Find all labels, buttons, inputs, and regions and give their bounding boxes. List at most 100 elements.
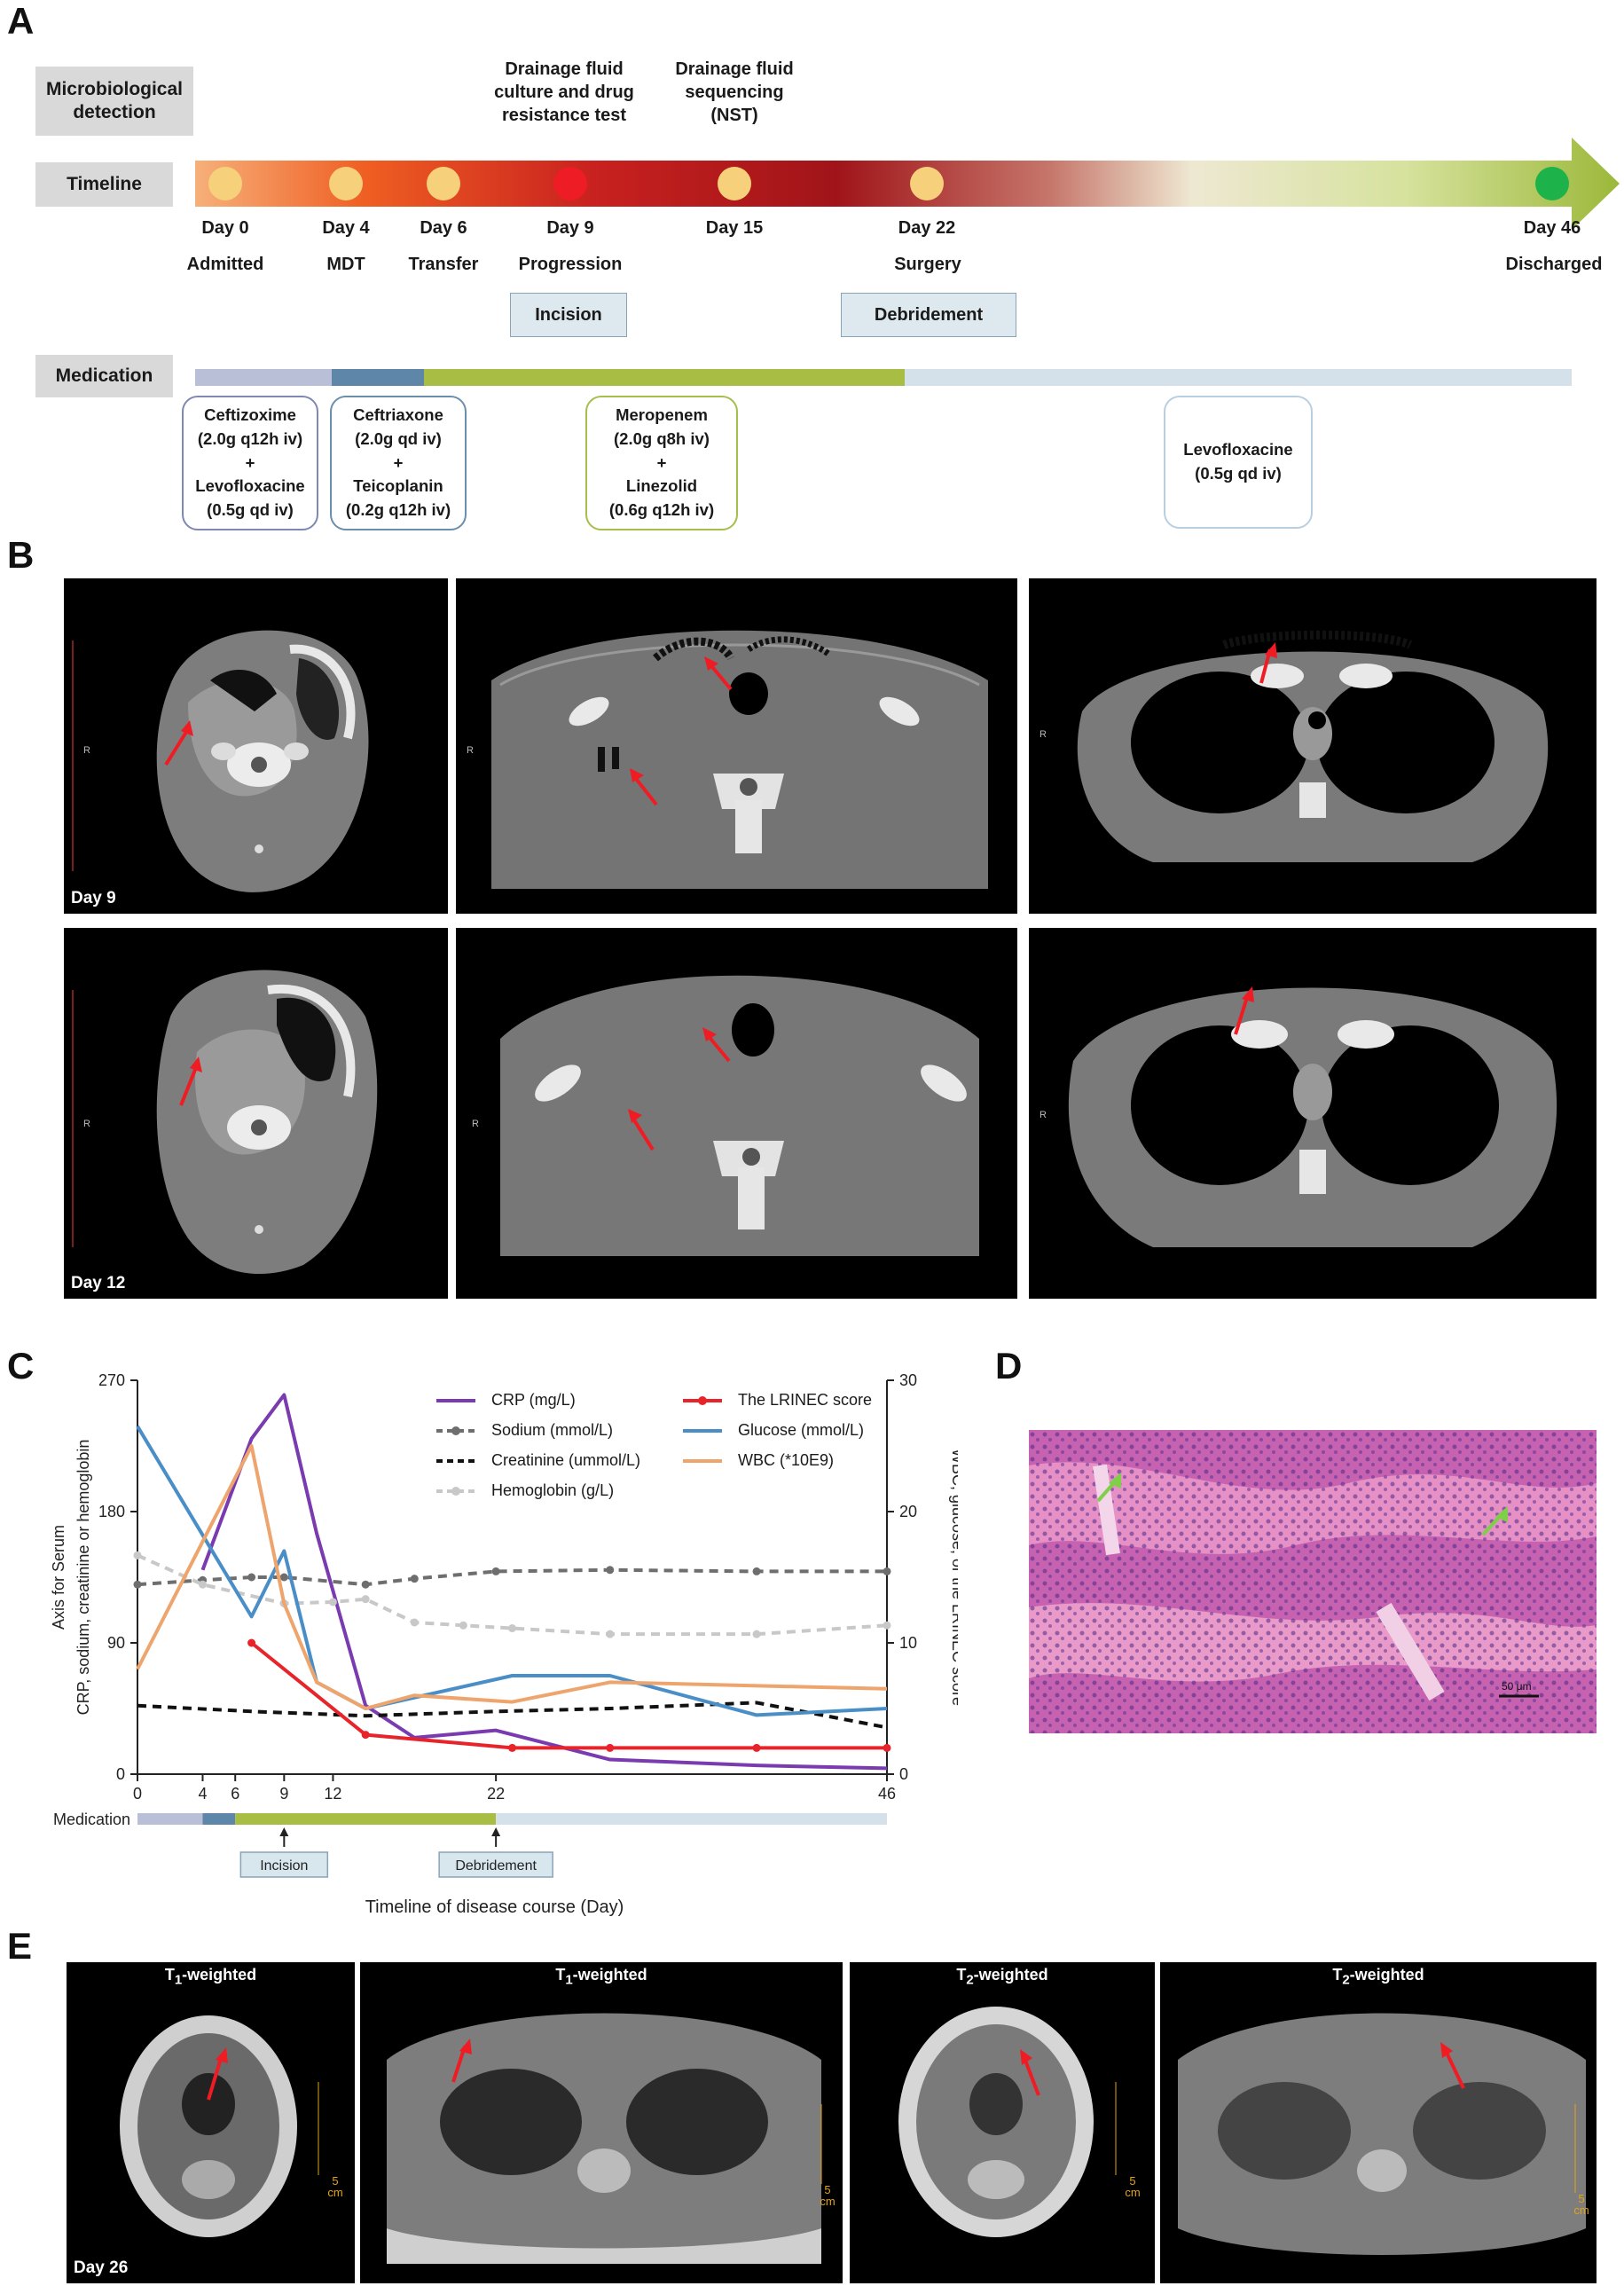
mri-scale-label: 5 cm xyxy=(327,2174,343,2199)
legend-swatch xyxy=(436,1458,475,1463)
title-rest: -weighted xyxy=(182,1966,257,1984)
timeline-dot-6 xyxy=(910,167,944,200)
series-point-2 xyxy=(361,1580,370,1589)
annotation-label-1: Incision xyxy=(260,1858,308,1874)
timeline-phase-3: Transfer xyxy=(408,255,479,274)
chart-legend: CRP (mg/L) Sodium (mmol/L) Creatinine (umm… xyxy=(433,1391,894,1515)
right-y-axis-label-2: WBC, glucose, or the LRINEC score xyxy=(949,1449,958,1706)
histology-image: 50 μm xyxy=(1029,1430,1597,1733)
side-marker: R xyxy=(1040,729,1047,740)
ct-scan-image xyxy=(72,970,378,1274)
drug-line: (2.0g qd iv) xyxy=(355,428,442,448)
left-y-tick-label: 180 xyxy=(98,1503,125,1520)
timeline-label: Timeline xyxy=(35,162,173,207)
series-point-5 xyxy=(361,1731,370,1740)
chart-med-seg-3 xyxy=(235,1813,497,1825)
legend-swatch xyxy=(683,1395,722,1405)
legend-item-2: Sodium (mmol/L) xyxy=(433,1421,613,1440)
panel-b-letter: B xyxy=(7,534,35,576)
legend-label: CRP (mg/L) xyxy=(491,1391,576,1409)
timeline-phase-7: Discharged xyxy=(1505,255,1603,274)
legend-item-6: Glucose (mmol/L) xyxy=(679,1421,864,1440)
mri-t1-neck: T1-weighted 5 cm Day 26 xyxy=(67,1962,355,2283)
legend-label: WBC (*10E9) xyxy=(738,1451,835,1469)
panel-e-letter: E xyxy=(7,1925,33,1967)
title-sub: 1 xyxy=(565,1972,573,1988)
timeline-arrow xyxy=(195,137,1620,230)
series-line-7 xyxy=(136,1444,888,1710)
med-bar-seg-2 xyxy=(332,369,424,386)
mri-scale-label: 5 cm xyxy=(1125,2174,1141,2199)
timeline-day-5: Day 15 xyxy=(705,218,764,238)
series-point-4 xyxy=(752,1630,761,1638)
timeline-day-6: Day 22 xyxy=(898,218,956,238)
legend-swatch xyxy=(683,1428,722,1433)
drug-box-ceftizoxime: Ceftizoxime (2.0g q12h iv) + Levofloxaci… xyxy=(182,396,318,530)
mri-title: T2-weighted xyxy=(850,1966,1155,1988)
right-y-tick-label: 0 xyxy=(899,1765,908,1783)
series-line-5 xyxy=(250,1641,887,1750)
medication-label: Medication xyxy=(35,355,173,397)
x-tick-label: 12 xyxy=(324,1785,341,1803)
title-sub: 2 xyxy=(1342,1972,1350,1988)
drug-line: (2.0g q12h iv) xyxy=(197,428,303,448)
drug-line: Ceftizoxime xyxy=(204,405,296,424)
culture-line-1: Drainage fluid xyxy=(505,59,624,79)
drug-line: (0.5g qd iv) xyxy=(1195,464,1282,483)
title-rest: -weighted xyxy=(973,1966,1048,1984)
series-point-2 xyxy=(247,1573,256,1582)
med-bar-seg-3 xyxy=(424,369,905,386)
title-sub: 1 xyxy=(174,1972,183,1988)
timeline-dot-3 xyxy=(427,167,460,200)
micro-detection-label: Microbiological detection xyxy=(35,67,193,136)
medication-row-label: Medication xyxy=(53,1811,130,1828)
legend-swatch xyxy=(436,1426,475,1435)
drug-line: Meropenem xyxy=(616,405,708,424)
legend-label: Creatinine (ummol/L) xyxy=(491,1451,641,1469)
mri-title: T1-weighted xyxy=(360,1966,843,1988)
ct-scan-image xyxy=(491,630,988,889)
panel-c-letter: C xyxy=(7,1345,35,1387)
legend-item-7: WBC (*10E9) xyxy=(679,1451,834,1470)
legend-swatch xyxy=(436,1486,475,1496)
nst-line-2: sequencing xyxy=(685,82,784,102)
timeline-dot-7 xyxy=(1535,167,1569,200)
series-point-4 xyxy=(133,1551,142,1559)
x-tick-label: 4 xyxy=(198,1785,207,1803)
drug-line: + xyxy=(245,452,255,472)
ct-scan-image xyxy=(1068,986,1557,1247)
annotation-box-2 xyxy=(438,1851,553,1878)
x-axis-label: Timeline of disease course (Day) xyxy=(365,1897,624,1917)
ct-day12-chest: R xyxy=(1029,928,1597,1299)
series-point-2 xyxy=(491,1567,500,1575)
ct-scan-image xyxy=(1077,630,1549,862)
mri-t2-chest: T2-weighted 5 cm xyxy=(1160,1962,1597,2283)
timeline-phase-4: Progression xyxy=(518,255,623,274)
legend-swatch xyxy=(683,1458,722,1463)
ct-day12-neck: R Day 12 xyxy=(64,928,448,1299)
series-point-4 xyxy=(410,1618,419,1627)
legend-swatch-marker xyxy=(698,1395,707,1405)
timeline-dot-4 xyxy=(553,167,587,200)
left-y-axis-label-2: CRP, sodium, creatinine or hemoglobin xyxy=(75,1440,92,1716)
timeline-day-2: Day 4 xyxy=(322,218,370,238)
debridement-box: Debridement xyxy=(841,293,1016,337)
incision-box: Incision xyxy=(510,293,627,337)
mri-image xyxy=(898,2007,1117,2237)
series-point-2 xyxy=(883,1567,891,1575)
title-rest: -weighted xyxy=(1349,1966,1424,1984)
drug-box-ceftriaxone: Ceftriaxone (2.0g qd iv) + Teicoplanin (… xyxy=(330,396,467,530)
drug-box-levofloxacine: Levofloxacine (0.5g qd iv) xyxy=(1164,396,1313,529)
timeline-day-1: Day 0 xyxy=(201,218,249,238)
series-point-2 xyxy=(133,1580,142,1589)
legend-item-3: Creatinine (ummol/L) xyxy=(433,1451,640,1470)
mri-scale-label: 5 cm xyxy=(1573,2192,1589,2217)
x-tick-label: 9 xyxy=(279,1785,288,1803)
nst-line-1: Drainage fluid xyxy=(675,59,794,79)
ct-day9-lower-neck: R xyxy=(456,578,1017,914)
ct-day-label: Day 12 xyxy=(71,1274,126,1292)
annotation-arrowhead-1 xyxy=(279,1827,289,1836)
right-y-tick-label: 10 xyxy=(899,1634,917,1652)
scale-bar-label: 50 μm xyxy=(1502,1680,1532,1693)
